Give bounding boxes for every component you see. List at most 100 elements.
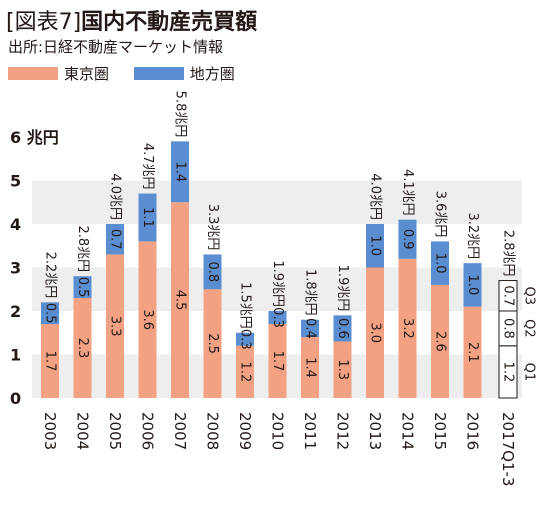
data-label-regional: 0.9 xyxy=(400,229,415,250)
legend-swatch-regional xyxy=(133,67,184,80)
total-label: 1.9兆円 xyxy=(270,260,285,307)
category-label: 2008 xyxy=(204,412,222,450)
data-label-regional: 1.4 xyxy=(173,161,188,182)
legend-label-regional: 地方圏 xyxy=(189,65,235,83)
category-label: 2011 xyxy=(301,412,319,450)
bar-tokyo xyxy=(106,254,124,398)
category-label: 2010 xyxy=(269,412,287,450)
bar-quarter xyxy=(498,280,518,312)
legend-swatch-tokyo xyxy=(8,67,58,80)
y-tick-label: 3 xyxy=(10,259,21,278)
y-tick-label: 4 xyxy=(10,215,21,234)
y-tick-label: 2 xyxy=(10,302,21,321)
figure-source: 出所:日経不動産マーケット情報 xyxy=(8,38,224,56)
data-label-tokyo: 1.7 xyxy=(270,351,285,372)
bar-regional xyxy=(333,315,352,342)
total-label: 3.2兆円 xyxy=(465,212,480,259)
data-label-tokyo: 1.3 xyxy=(335,359,350,380)
bar-tokyo xyxy=(203,289,222,398)
data-label-regional: 0.5 xyxy=(43,303,58,324)
data-label-regional: 1.0 xyxy=(368,235,383,256)
y-tick-label: 0 xyxy=(10,389,21,408)
data-label-regional: 0.3 xyxy=(238,329,253,350)
data-label-tokyo: 3.6 xyxy=(140,309,155,330)
category-label-2017: 2017Q1-3 xyxy=(499,412,517,486)
figure-title: [図表7]国内不動産売買額 xyxy=(6,4,257,36)
data-label-tokyo: 4.5 xyxy=(173,290,188,311)
total-label: 4.0兆円 xyxy=(108,173,123,220)
bar-regional xyxy=(41,302,59,325)
figure-tag: [図表7] xyxy=(6,10,82,35)
quarter-label: Q3 xyxy=(522,287,537,306)
quarter-label: Q1 xyxy=(522,363,537,382)
total-label: 5.8兆円 xyxy=(173,91,188,138)
category-label: 2004 xyxy=(74,412,92,450)
data-label-regional: 0.3 xyxy=(270,307,285,328)
data-label-tokyo: 2.1 xyxy=(465,342,480,363)
data-label-regional: 0.5 xyxy=(75,277,90,298)
legend-item-tokyo: 東京圏 xyxy=(8,65,109,83)
y-tick-label: 5 xyxy=(10,172,21,191)
bar-regional xyxy=(366,224,384,268)
bar-tokyo xyxy=(41,324,59,398)
data-label-regional: 1.0 xyxy=(433,253,448,274)
data-label-regional: 1.0 xyxy=(465,275,480,296)
y-tick-label: 6 兆円 xyxy=(10,128,59,147)
bar-tokyo xyxy=(73,297,92,398)
category-label: 2007 xyxy=(171,412,189,450)
data-label-regional: 1.1 xyxy=(140,207,155,228)
category-label: 2009 xyxy=(236,412,254,450)
category-label: 2013 xyxy=(366,412,384,450)
data-label-quarter: 1.2 xyxy=(501,362,516,383)
category-label: 2012 xyxy=(334,412,352,450)
bar-regional xyxy=(171,141,189,203)
bar-tokyo xyxy=(236,345,254,398)
category-label: 2006 xyxy=(139,412,157,450)
category-label: 2003 xyxy=(41,412,59,450)
bar-tokyo xyxy=(268,324,287,398)
total-label: 1.5兆円 xyxy=(238,282,253,329)
bar-tokyo xyxy=(431,284,449,398)
data-label-tokyo: 2.3 xyxy=(75,338,90,359)
grid-band xyxy=(32,180,522,224)
total-label: 3.3兆円 xyxy=(205,204,220,251)
total-label: 1.8兆円 xyxy=(303,269,318,316)
data-label-quarter: 0.7 xyxy=(501,285,516,306)
total-label: 1.9兆円 xyxy=(335,265,350,312)
bar-regional xyxy=(138,193,157,242)
data-label-tokyo: 2.5 xyxy=(205,333,220,354)
bar-regional xyxy=(268,311,287,325)
data-label-regional: 0.6 xyxy=(335,318,350,339)
bar-regional xyxy=(463,263,482,307)
legend-label-tokyo: 東京圏 xyxy=(64,65,110,83)
bar-regional xyxy=(301,319,319,338)
bar-regional xyxy=(431,241,449,285)
bar-tokyo xyxy=(333,341,352,398)
total-label: 3.6兆円 xyxy=(433,191,448,238)
bar-tokyo xyxy=(138,241,157,398)
category-label: 2014 xyxy=(399,412,417,450)
total-label-2017: 2.8兆円 xyxy=(501,230,516,277)
bar-tokyo xyxy=(171,202,189,398)
total-label: 4.7兆円 xyxy=(140,143,155,190)
bar-tokyo xyxy=(366,267,384,398)
bar-regional xyxy=(203,254,222,290)
y-tick-label: 1 xyxy=(10,346,21,365)
bar-regional xyxy=(106,224,124,255)
total-label: 2.8兆円 xyxy=(75,226,90,273)
total-label: 2.2兆円 xyxy=(43,252,58,299)
category-label: 2015 xyxy=(431,412,449,450)
data-label-tokyo: 3.2 xyxy=(400,318,415,339)
data-label-tokyo: 2.6 xyxy=(433,331,448,352)
bar-regional xyxy=(398,219,417,259)
quarter-label: Q2 xyxy=(522,319,537,338)
data-label-tokyo: 3.0 xyxy=(368,322,383,343)
bar-tokyo xyxy=(398,258,417,398)
chart-legend: 東京圏 地方圏 xyxy=(8,63,255,84)
data-label-tokyo: 3.3 xyxy=(108,316,123,337)
legend-item-regional: 地方圏 xyxy=(133,65,235,83)
bar-regional xyxy=(73,276,92,298)
bar-tokyo xyxy=(301,337,319,398)
bar-regional xyxy=(236,332,254,346)
